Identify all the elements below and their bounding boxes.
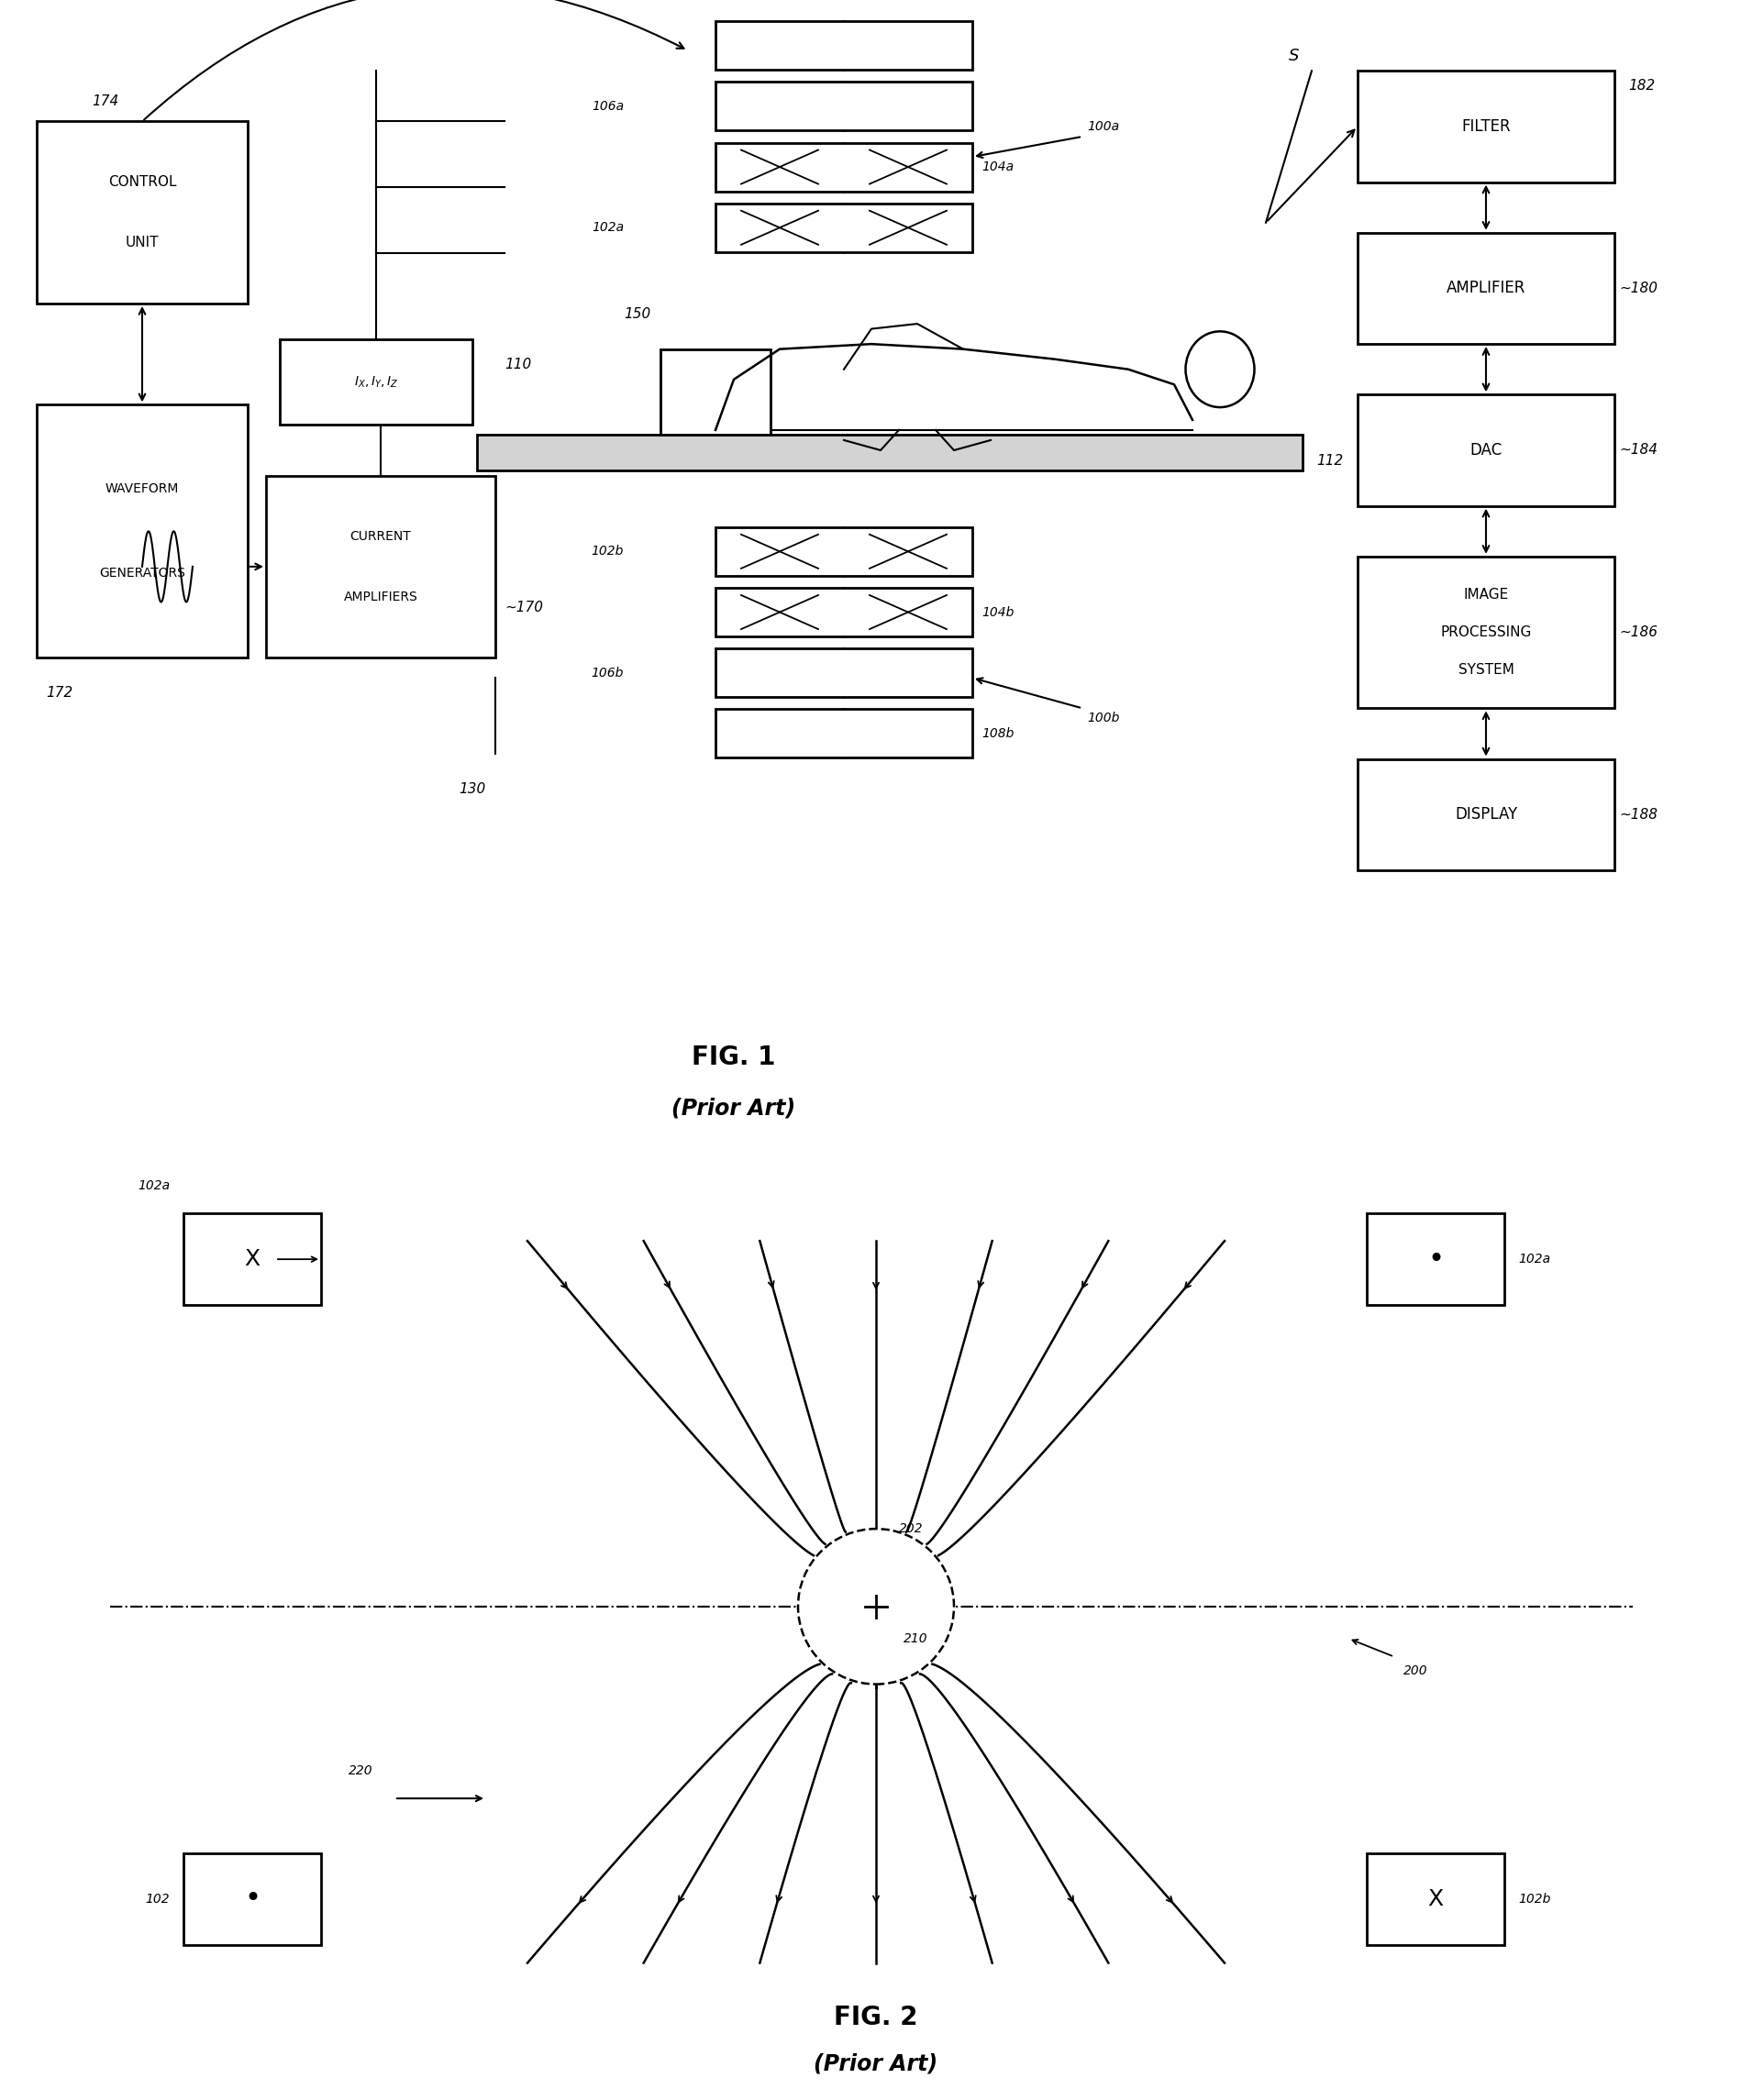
- FancyBboxPatch shape: [184, 1854, 321, 1945]
- Text: 102: 102: [145, 1892, 170, 1905]
- Text: •: •: [244, 1886, 261, 1913]
- Text: PROCESSING: PROCESSING: [1440, 626, 1531, 638]
- FancyBboxPatch shape: [715, 588, 972, 636]
- Text: •: •: [1428, 1245, 1444, 1273]
- Text: 104b: 104b: [981, 605, 1014, 620]
- Text: 130: 130: [459, 783, 485, 796]
- Text: CONTROL: CONTROL: [109, 174, 177, 189]
- FancyBboxPatch shape: [1358, 556, 1614, 708]
- Text: (Prior Art): (Prior Art): [671, 1096, 795, 1119]
- Text: WAVEFORM: WAVEFORM: [105, 483, 179, 496]
- FancyBboxPatch shape: [37, 405, 247, 657]
- Text: 100b: 100b: [1086, 712, 1120, 724]
- Ellipse shape: [1186, 332, 1254, 407]
- Text: S: S: [1289, 48, 1300, 63]
- FancyBboxPatch shape: [715, 649, 972, 697]
- FancyBboxPatch shape: [715, 710, 972, 758]
- FancyBboxPatch shape: [715, 82, 972, 130]
- FancyBboxPatch shape: [661, 349, 771, 435]
- Text: DAC: DAC: [1470, 441, 1501, 458]
- Text: ~170: ~170: [505, 601, 543, 613]
- Text: 202: 202: [899, 1522, 923, 1535]
- Text: FIG. 1: FIG. 1: [692, 1044, 776, 1071]
- Text: 174: 174: [91, 94, 119, 107]
- FancyBboxPatch shape: [715, 21, 972, 69]
- FancyBboxPatch shape: [1358, 233, 1614, 344]
- Text: FILTER: FILTER: [1461, 118, 1510, 134]
- Text: 106a: 106a: [592, 101, 624, 113]
- Text: 102a: 102a: [1517, 1254, 1551, 1266]
- Text: ~184: ~184: [1619, 443, 1657, 458]
- Text: 200: 200: [1403, 1663, 1428, 1678]
- Text: $I_X, I_Y, I_Z$: $I_X, I_Y, I_Z$: [354, 374, 398, 389]
- Text: AMPLIFIER: AMPLIFIER: [1447, 279, 1526, 296]
- FancyBboxPatch shape: [477, 435, 1302, 470]
- Text: ~186: ~186: [1619, 626, 1657, 638]
- Text: IMAGE: IMAGE: [1463, 588, 1508, 601]
- Text: 104a: 104a: [981, 160, 1014, 174]
- Text: 110: 110: [505, 357, 531, 372]
- Text: 210: 210: [904, 1632, 929, 1644]
- Text: 106b: 106b: [590, 666, 624, 678]
- Text: 220: 220: [349, 1764, 373, 1777]
- Text: 102b: 102b: [1517, 1892, 1551, 1905]
- Text: ~188: ~188: [1619, 808, 1657, 821]
- Text: AMPLIFIERS: AMPLIFIERS: [343, 590, 417, 603]
- FancyBboxPatch shape: [715, 204, 972, 252]
- Text: 172: 172: [46, 687, 72, 699]
- Text: X: X: [244, 1247, 259, 1270]
- FancyBboxPatch shape: [715, 143, 972, 191]
- FancyBboxPatch shape: [1367, 1214, 1505, 1304]
- FancyBboxPatch shape: [1367, 1854, 1505, 1945]
- Text: 182: 182: [1628, 80, 1656, 92]
- Text: UNIT: UNIT: [126, 235, 159, 250]
- Text: 102a: 102a: [137, 1180, 170, 1193]
- Text: FIG. 2: FIG. 2: [834, 2006, 918, 2031]
- Text: (Prior Art): (Prior Art): [815, 2052, 937, 2075]
- FancyBboxPatch shape: [715, 527, 972, 575]
- Text: 112: 112: [1316, 454, 1344, 468]
- FancyBboxPatch shape: [266, 475, 496, 657]
- FancyBboxPatch shape: [280, 338, 473, 424]
- Circle shape: [797, 1529, 955, 1684]
- Text: DISPLAY: DISPLAY: [1454, 806, 1517, 823]
- Text: 102a: 102a: [592, 220, 624, 233]
- Text: CURRENT: CURRENT: [350, 529, 412, 542]
- FancyBboxPatch shape: [1358, 395, 1614, 506]
- Text: SYSTEM: SYSTEM: [1458, 664, 1514, 676]
- FancyBboxPatch shape: [1358, 758, 1614, 869]
- Text: 108b: 108b: [981, 727, 1014, 739]
- FancyBboxPatch shape: [184, 1214, 321, 1304]
- Text: 100a: 100a: [1086, 120, 1120, 132]
- Text: GENERATORS: GENERATORS: [100, 567, 186, 580]
- Text: 102b: 102b: [590, 546, 624, 559]
- FancyBboxPatch shape: [37, 122, 247, 304]
- Text: ~180: ~180: [1619, 281, 1657, 296]
- Text: 150: 150: [624, 307, 650, 321]
- Text: X: X: [1428, 1888, 1444, 1909]
- FancyBboxPatch shape: [1358, 71, 1614, 183]
